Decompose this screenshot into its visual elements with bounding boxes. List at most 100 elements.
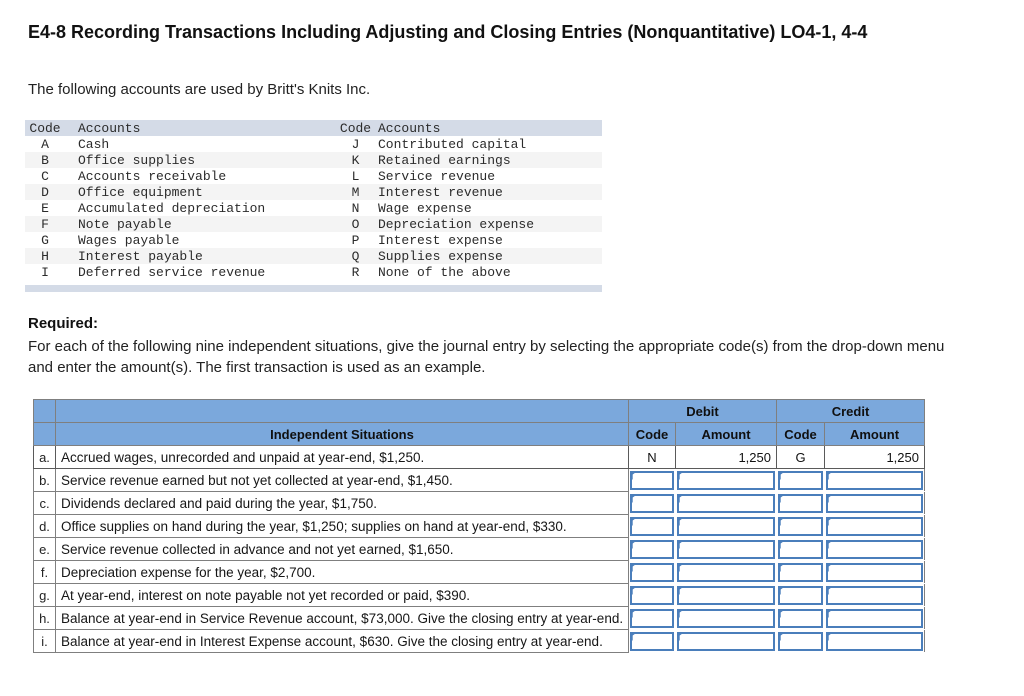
credit-code-cell[interactable] xyxy=(776,468,825,492)
debit-amount-input[interactable] xyxy=(677,470,775,490)
debit-amount-header: Amount xyxy=(675,422,777,446)
credit-amount-cell[interactable] xyxy=(824,606,925,630)
blank-header-cell xyxy=(33,399,56,423)
debit-amount-cell[interactable] xyxy=(675,629,777,653)
debit-code-input[interactable] xyxy=(630,631,674,651)
credit-code-input[interactable] xyxy=(778,516,823,536)
debit-code-cell[interactable] xyxy=(628,560,676,584)
credit-code-input[interactable] xyxy=(778,585,823,605)
account-code: R xyxy=(351,264,360,280)
credit-amount-input[interactable] xyxy=(826,539,923,559)
debit-code-input[interactable] xyxy=(630,493,674,513)
credit-code-input[interactable] xyxy=(778,562,823,582)
credit-amount-input[interactable] xyxy=(826,585,923,605)
credit-amount-input[interactable] xyxy=(826,516,923,536)
credit-amount-cell[interactable] xyxy=(824,537,925,561)
debit-amount-cell[interactable] xyxy=(675,491,777,515)
account-code-row: B Office supplies K Retained earnings xyxy=(25,152,602,168)
credit-code-input[interactable] xyxy=(778,539,823,559)
debit-amount-input[interactable] xyxy=(677,631,775,651)
credit-amount-cell[interactable] xyxy=(824,491,925,515)
dropdown-flag-icon xyxy=(677,631,683,641)
debit-amount-input[interactable] xyxy=(677,608,775,628)
credit-amount-cell[interactable] xyxy=(824,468,925,492)
situation-text: Balance at year-end in Interest Expense … xyxy=(55,629,629,653)
dropdown-flag-icon xyxy=(630,608,636,618)
credit-amount-input[interactable] xyxy=(826,470,923,490)
debit-amount-input[interactable] xyxy=(677,585,775,605)
debit-amount-cell[interactable] xyxy=(675,606,777,630)
account-code: L xyxy=(351,168,360,184)
dropdown-flag-icon xyxy=(826,608,832,618)
debit-amount-cell[interactable] xyxy=(675,560,777,584)
account-code: P xyxy=(351,232,360,248)
dropdown-flag-icon xyxy=(826,562,832,572)
credit-amount-cell[interactable] xyxy=(824,629,925,653)
situation-text: Service revenue collected in advance and… xyxy=(55,537,629,561)
accounts-table-footer-bar xyxy=(25,285,602,292)
debit-code-input[interactable] xyxy=(630,516,674,536)
debit-code-input[interactable] xyxy=(630,562,674,582)
credit-code-cell[interactable] xyxy=(776,537,825,561)
account-code: J xyxy=(351,136,360,152)
credit-code-cell[interactable] xyxy=(776,606,825,630)
debit-code-cell[interactable] xyxy=(628,537,676,561)
credit-code-input[interactable] xyxy=(778,608,823,628)
credit-code-cell[interactable] xyxy=(776,629,825,653)
debit-code-input[interactable] xyxy=(630,470,674,490)
debit-amount-cell[interactable] xyxy=(675,537,777,561)
accounts-name-header-right: Accounts xyxy=(378,120,602,136)
debit-code-cell[interactable] xyxy=(628,583,676,607)
debit-code-input[interactable] xyxy=(630,608,674,628)
accounts-name-header-left: Accounts xyxy=(65,120,333,136)
credit-code-cell[interactable] xyxy=(776,491,825,515)
account-name: Office equipment xyxy=(65,184,333,200)
debit-code-input[interactable] xyxy=(630,585,674,605)
debit-code-input[interactable] xyxy=(630,539,674,559)
debit-amount-cell[interactable] xyxy=(675,468,777,492)
dropdown-flag-icon xyxy=(826,470,832,480)
dropdown-flag-icon xyxy=(778,562,784,572)
debit-amount-cell: 1,250 xyxy=(675,445,777,469)
row-label: f. xyxy=(33,560,56,584)
dropdown-flag-icon xyxy=(677,562,683,572)
credit-code-input[interactable] xyxy=(778,470,823,490)
credit-code-cell[interactable] xyxy=(776,583,825,607)
dropdown-flag-icon xyxy=(778,470,784,480)
credit-code-input[interactable] xyxy=(778,631,823,651)
row-label: g. xyxy=(33,583,56,607)
credit-amount-cell[interactable] xyxy=(824,514,925,538)
credit-code-cell[interactable] xyxy=(776,514,825,538)
credit-amount-input[interactable] xyxy=(826,493,923,513)
account-name: Interest payable xyxy=(65,248,333,264)
debit-code-cell[interactable] xyxy=(628,629,676,653)
journal-row: e. Service revenue collected in advance … xyxy=(33,537,925,561)
credit-amount-cell[interactable] xyxy=(824,560,925,584)
credit-amount-input[interactable] xyxy=(826,562,923,582)
debit-code-cell[interactable] xyxy=(628,468,676,492)
debit-amount-cell[interactable] xyxy=(675,514,777,538)
dropdown-flag-icon xyxy=(630,539,636,549)
debit-code-cell[interactable] xyxy=(628,514,676,538)
debit-amount-cell[interactable] xyxy=(675,583,777,607)
page-title: E4-8 Recording Transactions Including Ad… xyxy=(28,22,868,42)
debit-amount-input[interactable] xyxy=(677,516,775,536)
account-code: Q xyxy=(333,248,378,264)
credit-code-cell[interactable] xyxy=(776,560,825,584)
account-name: Office supplies xyxy=(65,152,333,168)
credit-amount-input[interactable] xyxy=(826,631,923,651)
account-code-row: G Wages payable P Interest expense xyxy=(25,232,602,248)
row-label: c. xyxy=(33,491,56,515)
dropdown-flag-icon xyxy=(630,585,636,595)
debit-amount-input[interactable] xyxy=(677,562,775,582)
credit-code-input[interactable] xyxy=(778,493,823,513)
debit-amount-input[interactable] xyxy=(677,493,775,513)
debit-amount-input[interactable] xyxy=(677,539,775,559)
dropdown-flag-icon xyxy=(778,585,784,595)
credit-amount-cell[interactable] xyxy=(824,583,925,607)
account-code: M xyxy=(333,184,378,200)
credit-amount-input[interactable] xyxy=(826,608,923,628)
debit-code-cell[interactable] xyxy=(628,606,676,630)
debit-code-cell[interactable] xyxy=(628,491,676,515)
